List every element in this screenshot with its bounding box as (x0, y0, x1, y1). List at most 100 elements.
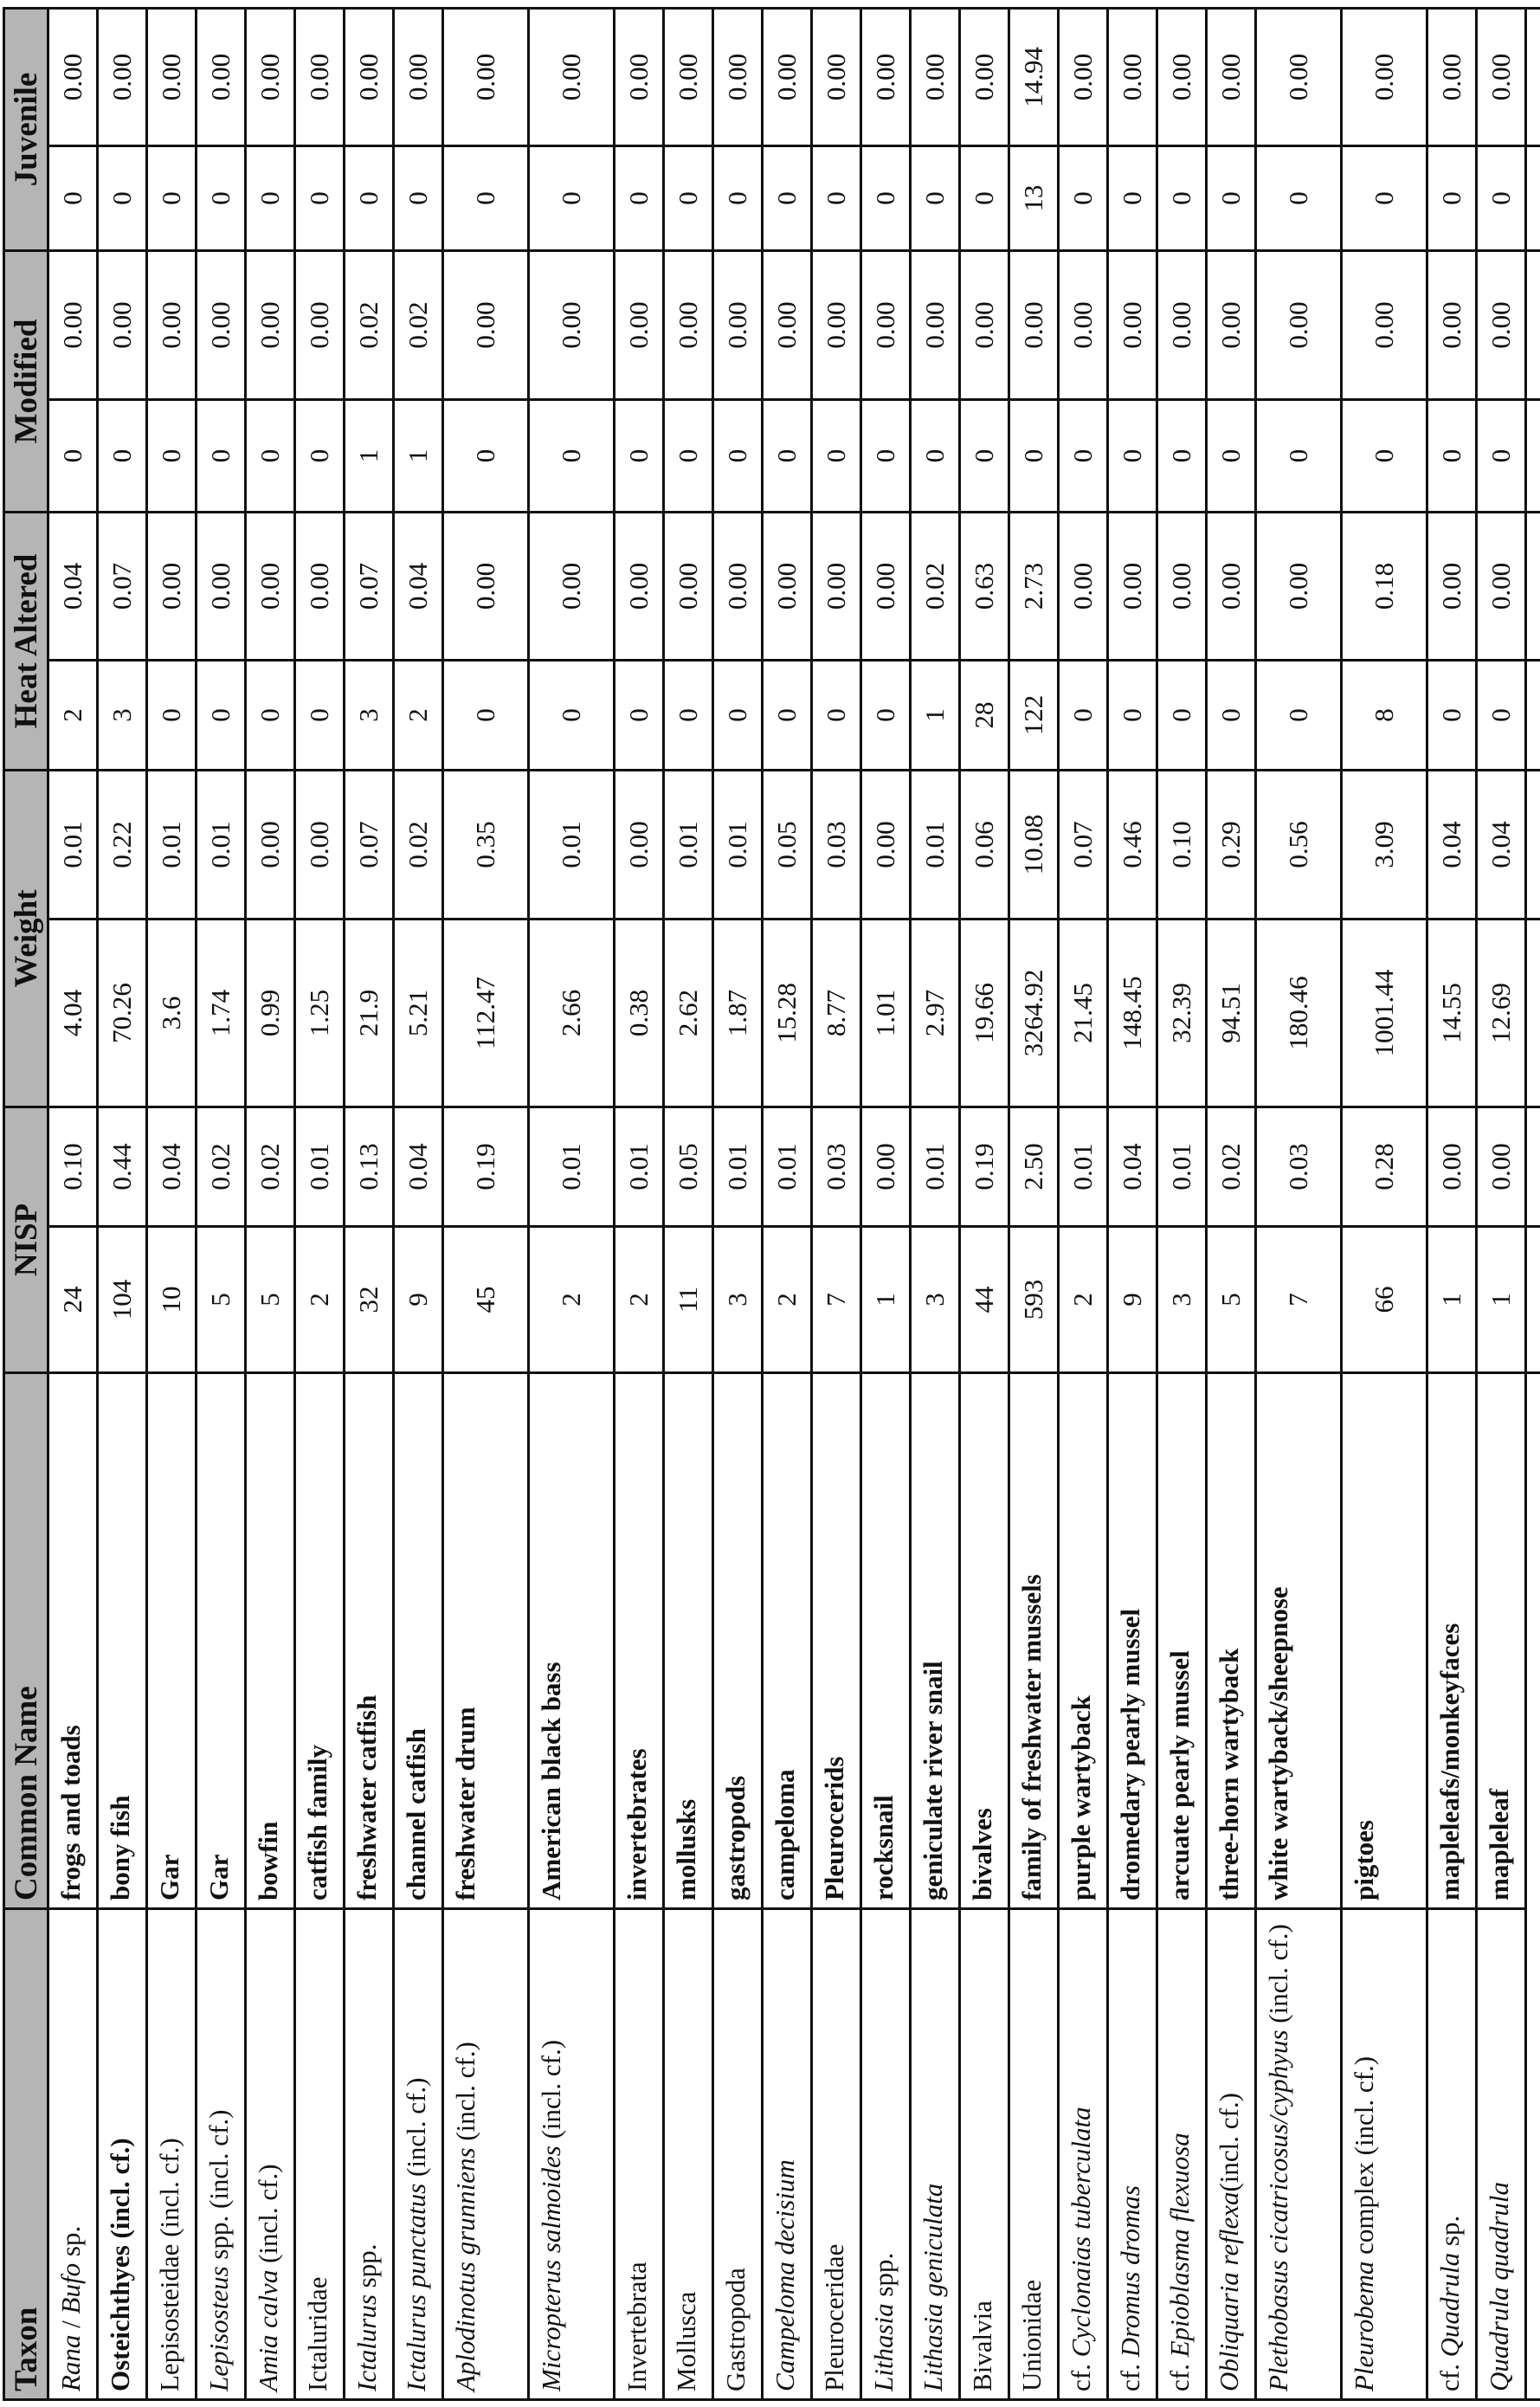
taxon-text: Lepisosteus (203, 2266, 234, 2391)
table-row: Lithasia geniculata geniculate river snai… (910, 8, 960, 2400)
header-taxon: Taxon (3, 1908, 48, 2400)
taxon-cell: cf. Cyclonaias tuberculata (1058, 1908, 1108, 2400)
heat-altered-count-cell: 0 (762, 660, 812, 771)
nisp-percent-cell: 0.13 (344, 1107, 394, 1227)
table-row: Amia calva (incl. cf.) bowfin 5 0.02 0.99 0.0… (245, 8, 295, 2400)
taxon-cell: Ictaluridae (294, 1908, 345, 2400)
taxon-text: complex (incl. cf.) (1349, 2055, 1379, 2262)
weight-cell: 1001.44 (1341, 919, 1427, 1107)
table-row: Gastropoda gastropods 3 0.01 1.87 0.01 0 0.00 0 0… (712, 8, 763, 2400)
heat-altered-count-cell: 0 (196, 660, 246, 771)
taxon-text: (incl. cf.) (1263, 1924, 1293, 2030)
totals-row: TOTALS 23747 100 32393.06 100 4469 100 4459 100 8… (1525, 8, 1540, 2400)
total-heat-altered-percent-cell: 100 (1525, 512, 1540, 661)
modified-percent-cell: 0.00 (614, 250, 664, 400)
nisp-count-cell: 3 (910, 1226, 960, 1373)
weight-percent-cell: 0.56 (1255, 770, 1342, 920)
weight-percent-cell: 0.01 (196, 770, 246, 920)
table-row: Micropterus salmoides (incl. cf.) America… (528, 8, 615, 2400)
common-name-cell: pigtoes (1341, 1372, 1427, 1909)
taxon-text: Ictalurus punctatus (401, 2183, 431, 2391)
common-name-cell: freshwater catfish (344, 1372, 394, 1909)
weight-percent-cell: 0.04 (1476, 770, 1526, 920)
juvenile-percent-cell: 0.00 (294, 8, 345, 146)
taxon-text: Amia calva (253, 2269, 283, 2391)
juvenile-percent-cell: 0.00 (393, 8, 443, 146)
nisp-percent-cell: 0.10 (48, 1107, 98, 1227)
heat-altered-count-cell: 0 (1476, 660, 1526, 771)
nisp-count-cell: 2 (528, 1226, 615, 1373)
header-modified: Modified (3, 250, 48, 513)
taxon-text: spp. (351, 2243, 382, 2295)
nisp-percent-cell: 0.02 (1206, 1107, 1256, 1227)
taxon-text: Pleurobema (1349, 2261, 1379, 2391)
nisp-count-cell: 5 (1206, 1226, 1256, 1373)
taxon-text: Obliquaria reflexa (1214, 2191, 1244, 2391)
common-name-cell: invertebrates (614, 1372, 664, 1909)
taxon-cell: Invertebrata (614, 1908, 664, 2400)
modified-percent-cell: 0.00 (860, 250, 911, 400)
nisp-percent-cell: 0.01 (528, 1107, 615, 1227)
taxon-cell: Rana / Bufo sp. (48, 1908, 98, 2400)
common-name-cell: mollusks (663, 1372, 713, 1909)
nisp-count-cell: 1 (1427, 1226, 1477, 1373)
weight-cell: 1.74 (196, 919, 246, 1107)
taxon-text: cf. (1164, 2357, 1195, 2391)
taxon-text: Invertebrata (622, 2262, 652, 2391)
juvenile-count-cell: 0 (1255, 145, 1342, 251)
table-row: Pleuroceridae Pleurocerids 7 0.03 8.77 0.03 0 0… (811, 8, 861, 2400)
header-juvenile: Juvenile (3, 8, 48, 251)
heat-altered-count-cell: 0 (442, 660, 529, 771)
modified-count-cell: 0 (442, 399, 529, 513)
nisp-percent-cell: 0.01 (294, 1107, 345, 1227)
weight-percent-cell: 0.03 (811, 770, 861, 920)
taxon-text: Ictaluridae (302, 2276, 332, 2391)
total-heat-altered-count-cell: 4469 (1525, 660, 1540, 771)
common-name-cell: dromedary pearly mussel (1107, 1372, 1157, 1909)
juvenile-count-cell: 0 (344, 145, 394, 251)
weight-percent-cell: 0.01 (146, 770, 197, 920)
taxon-text: Rana (55, 2334, 86, 2391)
nisp-count-cell: 9 (393, 1226, 443, 1373)
modified-percent-cell: 0.00 (1206, 250, 1256, 400)
weight-percent-cell: 0.07 (1058, 770, 1108, 920)
common-name-cell: Gar (196, 1372, 246, 1909)
weight-percent-cell: 0.22 (97, 770, 147, 920)
table-row: Ictalurus punctatus (incl. cf.) channel c… (393, 8, 443, 2400)
taxon-cell: Pleurobema complex (incl. cf.) (1341, 1908, 1427, 2400)
juvenile-percent-cell: 0.00 (959, 8, 1009, 146)
modified-percent-cell: 0.00 (1107, 250, 1157, 400)
taxon-cell: Lithasia geniculata (910, 1908, 960, 2400)
nisp-percent-cell: 0.01 (614, 1107, 664, 1227)
juvenile-count-cell: 0 (811, 145, 861, 251)
nisp-count-cell: 3 (712, 1226, 763, 1373)
modified-count-cell: 0 (48, 399, 98, 513)
table-row: Lepisosteidae (incl. cf.) Gar 10 0.04 3.6 0.0… (146, 8, 197, 2400)
rotated-table-page: Taxon Common Name NISP Weight Heat Alter… (3, 8, 1540, 2401)
nisp-count-cell: 1 (860, 1226, 911, 1373)
nisp-count-cell: 45 (442, 1226, 529, 1373)
juvenile-percent-cell: 0.00 (1058, 8, 1108, 146)
heat-altered-percent-cell: 2.73 (1008, 512, 1059, 661)
total-juvenile-percent-cell: 100 (1525, 8, 1540, 146)
nisp-count-cell: 3 (1157, 1226, 1207, 1373)
taxon-cell: Aplodinotus grunniens (incl. cf.) (442, 1908, 529, 2400)
table-row: Invertebrata invertebrates 2 0.01 0.38 0.00 0 0… (614, 8, 664, 2400)
weight-percent-cell: 0.46 (1107, 770, 1157, 920)
nisp-count-cell: 1 (1476, 1226, 1526, 1373)
juvenile-count-cell: 0 (294, 145, 345, 251)
nisp-percent-cell: 0.01 (1058, 1107, 1108, 1227)
weight-percent-cell: 0.01 (712, 770, 763, 920)
heat-altered-percent-cell: 0.04 (48, 512, 98, 661)
juvenile-percent-cell: 0.00 (1107, 8, 1157, 146)
heat-altered-count-cell: 2 (48, 660, 98, 771)
juvenile-count-cell: 0 (393, 145, 443, 251)
juvenile-percent-cell: 0.00 (811, 8, 861, 146)
weight-cell: 148.45 (1107, 919, 1157, 1107)
modified-count-cell: 0 (860, 399, 911, 513)
header-common-name: Common Name (3, 1372, 48, 1909)
heat-altered-percent-cell: 0.00 (528, 512, 615, 661)
juvenile-count-cell: 0 (48, 145, 98, 251)
heat-altered-percent-cell: 0.00 (245, 512, 295, 661)
modified-count-cell: 0 (1476, 399, 1526, 513)
